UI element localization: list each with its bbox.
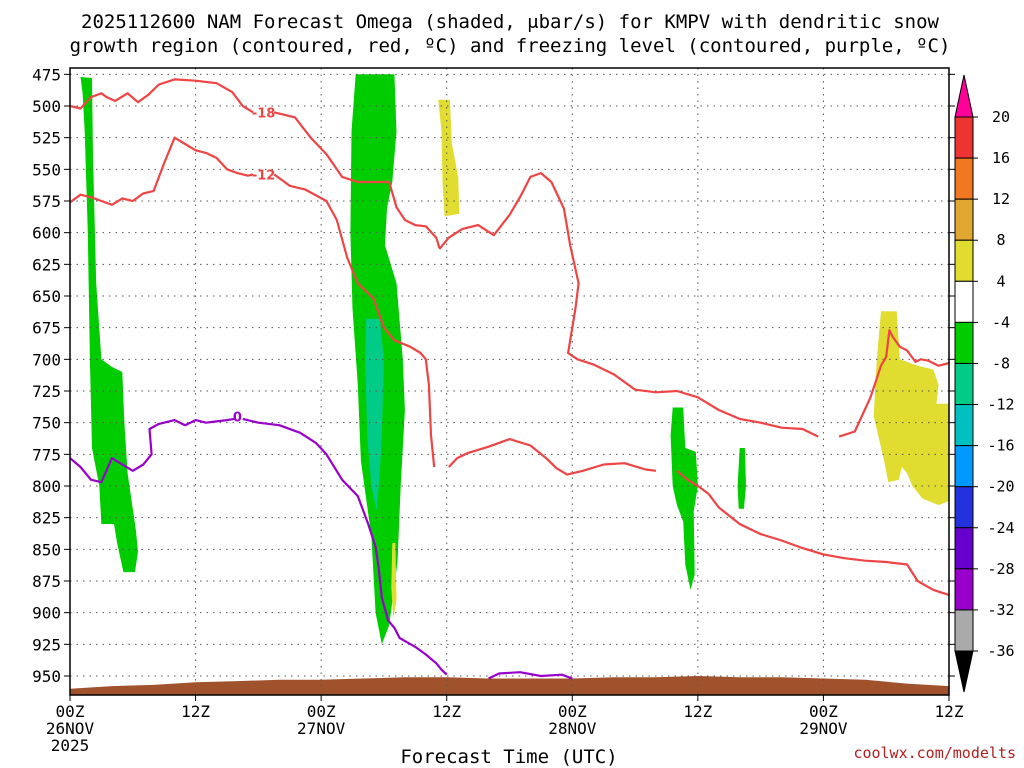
omega-neg-teal [365, 318, 384, 512]
dgz-minus18-label: -18 [252, 106, 276, 121]
freezing-level-0-segment-1 [242, 417, 448, 676]
colorbar-swatch-10 [954, 527, 974, 570]
y-tick-label-525: 525 [32, 129, 61, 148]
x-tick-label-36: 12Z [432, 702, 461, 721]
omega-neg-green-4 [737, 448, 746, 509]
omega-pos-yellow-3 [391, 543, 397, 619]
colorbar-label-5: -4 [992, 313, 1010, 331]
dgz-minus18-segment-1 [273, 111, 441, 249]
omega-pos-yellow-2 [873, 311, 949, 505]
y-axis: 475 500 525 550 575 600 625 650 675 700 725 750 775 8… [32, 65, 955, 686]
site-credit[interactable]: coolwx.com/modelts [853, 744, 1016, 762]
y-tick-label-550: 550 [32, 160, 61, 179]
colorbar-swatch-1 [954, 157, 974, 200]
dgz-minus12-segment-3 [676, 469, 949, 596]
colorbar-swatch-3 [954, 239, 974, 282]
colorbar-label-1: 16 [992, 149, 1010, 167]
y-tick-label-725: 725 [32, 382, 61, 401]
y-tick-label-900: 900 [32, 604, 61, 623]
y-tick-label-650: 650 [32, 287, 61, 306]
x-tick-label-60: 12Z [683, 702, 712, 721]
colorbar-label-7: -12 [987, 396, 1014, 414]
x-tick-label-24: 00Z [307, 702, 336, 721]
x-axis-label: Forecast Time (UTC) [400, 746, 617, 768]
colorbar-swatch-7 [954, 404, 974, 447]
y-tick-label-800: 800 [32, 477, 61, 496]
colorbar-swatch-9 [954, 486, 974, 529]
x-tick-date-0: 26NOV [46, 719, 95, 738]
y-tick-label-875: 875 [32, 572, 61, 591]
terrain [70, 676, 949, 695]
colorbar-label-2: 12 [992, 190, 1010, 208]
plot-frame [69, 67, 950, 696]
colorbar-label-11: -28 [987, 560, 1014, 578]
y-tick-label-775: 775 [32, 445, 61, 464]
colorbar-label-10: -24 [987, 519, 1014, 537]
x-tick-label-72: 00Z [809, 702, 838, 721]
colorbar-label-0: 20 [992, 108, 1010, 126]
dgz-minus18-segment-3 [838, 329, 949, 438]
freezing-level-0-label: 0 [233, 410, 242, 425]
x-tick-date-24: 27NOV [297, 719, 346, 738]
x-tick-date-72: 29NOV [799, 719, 848, 738]
colorbar-label-3: 8 [996, 231, 1005, 249]
chart-title-line-1: 2025112600 NAM Forecast Omega (shaded, μ… [81, 11, 939, 33]
y-tick-label-575: 575 [32, 192, 61, 211]
y-tick-label-625: 625 [32, 255, 61, 274]
dgz-minus12-label: -12 [252, 168, 276, 183]
colorbar-top-arrow [954, 74, 974, 118]
colorbar-swatch-2 [954, 198, 974, 241]
y-tick-label-500: 500 [32, 97, 61, 116]
x-tick-label-0: 00Z [56, 702, 85, 721]
colorbar-swatch-5 [954, 321, 974, 364]
colorbar-bottom-arrow [954, 650, 974, 693]
x-tick-date-48: 28NOV [548, 719, 597, 738]
omega-pos-yellow-1 [438, 99, 460, 217]
y-tick-label-825: 825 [32, 509, 61, 528]
x-tick-label-12: 12Z [181, 702, 210, 721]
colorbar-label-13: -36 [987, 642, 1014, 660]
freezing-level-0-segment-2 [488, 671, 573, 680]
colorbar-swatch-12 [954, 609, 974, 652]
chart-title-line-2: growth region (contoured, red, ºC) and f… [70, 35, 951, 57]
colorbar: 20 16 12 8 4 -4 -8 -12 -16 -20 -24 -28 -32 -36 [954, 74, 1015, 693]
y-tick-label-475: 475 [32, 65, 61, 84]
colorbar-label-9: -20 [987, 478, 1014, 496]
colorbar-label-4: 4 [996, 272, 1005, 290]
plot-area: -18 -12 0 [69, 67, 950, 696]
dgz-minus12-segment-1 [273, 173, 436, 468]
y-tick-label-750: 750 [32, 414, 61, 433]
y-tick-label-675: 675 [32, 319, 61, 338]
x-tick-label-48: 00Z [558, 702, 587, 721]
plot-inner: -18 -12 0 [70, 68, 949, 695]
freezing-level-0-segment-0 [70, 417, 235, 484]
dgz-minus12-segment-2 [448, 438, 657, 476]
y-tick-label-600: 600 [32, 224, 61, 243]
colorbar-swatch-8 [954, 445, 974, 488]
y-tick-label-850: 850 [32, 540, 61, 559]
colorbar-label-12: -32 [987, 601, 1014, 619]
y-tick-label-925: 925 [32, 635, 61, 654]
dgz-minus18-segment-2 [438, 172, 819, 438]
omega-neg-green-3 [670, 407, 698, 590]
colorbar-swatch-6 [954, 362, 974, 406]
colorbar-swatch-0 [954, 116, 974, 159]
colorbar-swatch-11 [954, 568, 974, 611]
dgz-minus12-segment-0 [70, 136, 254, 206]
colorbar-label-8: -16 [987, 437, 1014, 455]
x-tick-label-84: 12Z [935, 702, 964, 721]
x-tick-year-0: 2025 [51, 736, 90, 755]
colorbar-label-6: -8 [992, 354, 1010, 372]
dgz-minus18-segment-0 [70, 78, 254, 114]
omega-neg-green-1 [80, 76, 138, 573]
y-tick-label-950: 950 [32, 667, 61, 686]
colorbar-swatch-4 [954, 280, 974, 323]
y-tick-label-700: 700 [32, 350, 61, 369]
